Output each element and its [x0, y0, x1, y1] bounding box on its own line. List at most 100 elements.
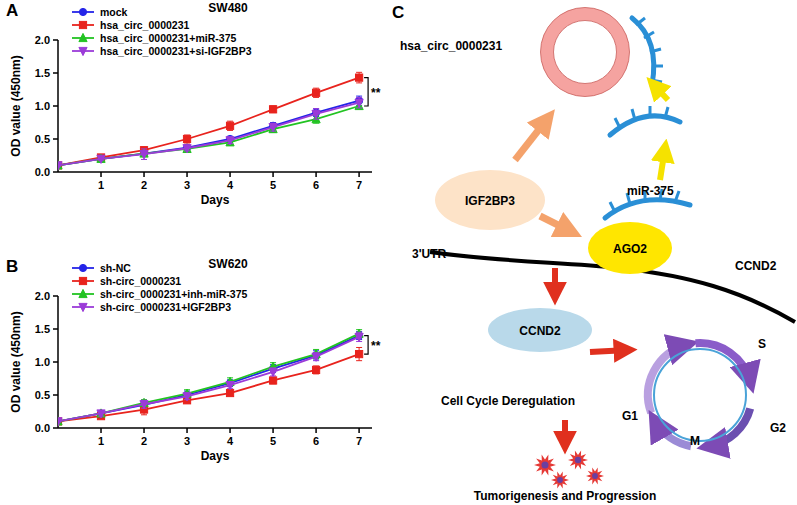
x-tick-label: 4 — [227, 435, 234, 447]
phase-label: G2 — [770, 421, 786, 435]
y-tick — [53, 295, 58, 297]
x-tick-label: 5 — [270, 179, 276, 191]
data-point — [140, 401, 148, 409]
x-tick — [358, 172, 360, 177]
y-tick-label: 0.5 — [35, 389, 50, 401]
significance-label: ** — [371, 86, 381, 100]
legend-label: hsa_circ_0000231 — [100, 19, 189, 31]
arrow — [590, 350, 628, 352]
y-tick-label: 0.0 — [35, 422, 50, 434]
mirna-base — [665, 107, 668, 118]
error-bar — [184, 135, 190, 143]
y-tick — [53, 427, 58, 429]
data-point — [97, 155, 104, 162]
x-tick — [315, 172, 317, 177]
x-tick — [186, 172, 188, 177]
legend-marker — [79, 47, 87, 55]
chart-title: SW620 — [208, 257, 248, 271]
legend-label: sh-NC — [100, 262, 131, 274]
mrna-label: CCND2 — [735, 259, 777, 273]
legend-marker — [79, 21, 86, 28]
y-tick-label: 0.0 — [35, 166, 50, 178]
ccnd2-label: CCND2 — [519, 324, 561, 338]
data-point — [140, 151, 148, 159]
panel-label: A — [6, 1, 18, 20]
data-point — [355, 333, 363, 341]
mirna-base — [649, 106, 652, 117]
mirna-base — [610, 202, 615, 212]
data-point — [183, 135, 190, 142]
x-tick-label: 6 — [313, 179, 319, 191]
x-tick-label: 1 — [98, 179, 104, 191]
mirna-base — [632, 109, 635, 120]
mirna-label: miR-375 — [627, 184, 674, 198]
panel-label: C — [392, 3, 404, 22]
y-tick — [53, 361, 58, 363]
y-tick — [53, 171, 58, 173]
igf2bp3-label: IGF2BP3 — [465, 194, 515, 208]
x-tick — [358, 428, 360, 433]
y-tick-label: 1.5 — [35, 67, 50, 79]
data-point — [58, 162, 62, 170]
ago2-label: AGO2 — [613, 242, 647, 256]
series-line — [58, 337, 359, 421]
circrna-label: hsa_circ_0000231 — [400, 39, 502, 53]
legend-label: sh-circ_0000231 — [100, 275, 181, 287]
x-tick — [315, 428, 317, 433]
arrow — [540, 216, 572, 232]
tumor-nucleus — [557, 477, 563, 483]
cycle-arrow — [655, 421, 691, 446]
x-tick — [143, 172, 145, 177]
error-bar — [313, 88, 319, 97]
data-point — [312, 89, 319, 96]
series-line — [58, 103, 359, 166]
legend-label: hsa_circ_0000231+si-IGF2BP3 — [100, 45, 252, 57]
y-tick-label: 1.0 — [35, 100, 50, 112]
legend-marker — [79, 303, 87, 311]
x-tick-label: 7 — [356, 435, 362, 447]
cycle-title: Cell Cycle Deregulation — [441, 394, 575, 408]
legend: mockhsa_circ_0000231hsa_circ_0000231+miR… — [72, 6, 252, 57]
series-line — [58, 78, 359, 166]
legend: sh-NCsh-circ_0000231sh-circ_0000231+inh-… — [72, 262, 248, 313]
x-tick-label: 2 — [141, 435, 147, 447]
mirna-strand — [605, 200, 690, 218]
x-tick-label: 6 — [313, 435, 319, 447]
error-bar — [227, 390, 233, 395]
y-tick — [53, 328, 58, 330]
phase-label: S — [758, 337, 766, 351]
significance-bracket — [364, 78, 368, 106]
data-point — [183, 393, 191, 401]
mirna-strand — [610, 116, 680, 135]
legend-marker — [79, 33, 87, 41]
error-bar — [356, 347, 362, 360]
y-axis-label: OD value (450nm) — [9, 311, 23, 412]
x-axis-label: Days — [201, 193, 230, 207]
legend-marker — [79, 8, 86, 15]
data-point — [97, 154, 105, 162]
x-tick — [143, 428, 145, 433]
mirna-base — [651, 80, 662, 82]
data-point — [312, 366, 319, 373]
x-tick — [272, 428, 274, 433]
x-tick — [272, 172, 274, 177]
panel-label: B — [6, 257, 18, 276]
y-tick-label: 2.0 — [35, 290, 50, 302]
significance-label: ** — [371, 339, 381, 353]
mirna-base — [652, 65, 663, 68]
data-point — [183, 145, 191, 153]
tumor-cell — [568, 451, 588, 470]
ago2-node — [588, 222, 672, 274]
utr-label: 3'UTR — [412, 247, 447, 261]
plot-area — [58, 72, 363, 170]
x-tick-label: 7 — [356, 179, 362, 191]
error-bar — [270, 377, 276, 384]
y-tick-label: 1.0 — [35, 356, 50, 368]
series-line — [58, 106, 359, 165]
x-tick — [186, 428, 188, 433]
y-tick — [53, 105, 58, 107]
data-point — [97, 155, 105, 163]
x-tick-label: 3 — [184, 179, 190, 191]
tumor-nucleus — [575, 457, 581, 463]
series-line — [58, 334, 359, 422]
